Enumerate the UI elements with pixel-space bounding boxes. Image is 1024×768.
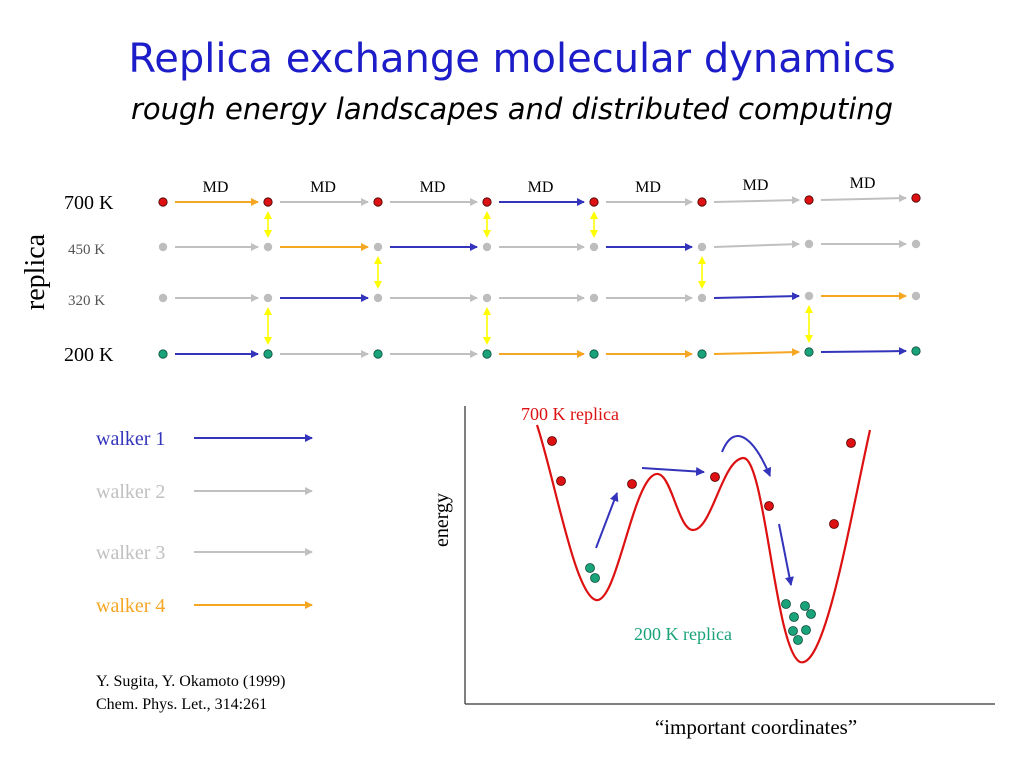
replica-axis-label: replica	[20, 233, 51, 310]
cold-point	[793, 635, 803, 645]
temperature-label: 320 K	[68, 293, 105, 309]
hot-point	[710, 472, 720, 482]
citation-line-1: Y. Sugita, Y. Okamoto (1999)	[96, 673, 285, 690]
md-arrow-walker2	[713, 240, 800, 249]
replica-dot	[911, 239, 921, 249]
slide-title: Replica exchange molecular dynamics	[128, 36, 896, 82]
md-step-label: MD	[850, 175, 876, 192]
replica-dot	[589, 293, 599, 303]
md-arrow-walker1	[713, 292, 800, 301]
replica-dot	[158, 242, 168, 252]
md-step-label: MD	[743, 177, 769, 194]
cold-replica-dot	[697, 349, 707, 359]
hot-replica-dot	[373, 197, 383, 207]
transition-arrow	[595, 492, 619, 549]
replica-dot	[263, 293, 273, 303]
cold-replica-dot	[263, 349, 273, 359]
replica-dot	[589, 242, 599, 252]
replica-dot	[373, 293, 383, 303]
energy-landscape: energy “important coordinates” 700 K rep…	[431, 404, 995, 739]
replica-dot	[804, 239, 814, 249]
transition-arrow	[641, 466, 705, 476]
md-step-label: MD	[635, 179, 661, 196]
md-step-label: MD	[310, 179, 336, 196]
legend-label-walker-3: walker 3	[96, 542, 165, 564]
replica-dot	[697, 293, 707, 303]
hot-point	[547, 436, 557, 446]
cold-point	[789, 612, 799, 622]
hot-replica-dot	[804, 195, 814, 205]
slide-subtitle: rough energy landscapes and distributed …	[130, 92, 894, 126]
cold-point	[585, 563, 595, 573]
energy-curve	[535, 424, 872, 664]
hot-replica-dot	[589, 197, 599, 207]
replica-grid: 700 K 450 K 320 K 200 K MD MD MD MD MD MD MD	[64, 175, 921, 366]
cold-replica-dot	[373, 349, 383, 359]
coordinates-axis-label: “important coordinates”	[655, 715, 857, 739]
landscape-transition-arrows	[595, 435, 794, 586]
replica-dot	[911, 291, 921, 301]
temperature-label: 700 K	[64, 192, 114, 214]
cold-point	[806, 609, 816, 619]
transition-arrow	[778, 523, 794, 586]
energy-axis-label: energy	[431, 493, 453, 547]
hot-point	[556, 476, 566, 486]
replica-dot	[482, 242, 492, 252]
hot-point	[829, 519, 839, 529]
hot-point	[846, 438, 856, 448]
temperature-label: 450 K	[68, 242, 105, 258]
hot-replica-dot	[697, 197, 707, 207]
md-arrow-walker1	[820, 347, 907, 356]
hot-replica-dot	[263, 197, 273, 207]
cold-point	[788, 626, 798, 636]
md-arrow-walker2	[713, 196, 800, 205]
legend-label-walker-2: walker 2	[96, 481, 165, 503]
hot-replica-dot	[482, 197, 492, 207]
walker-legend: walker 1 walker 2 walker 3 walker 4	[96, 428, 313, 617]
md-step-label: MD	[420, 179, 446, 196]
cold-replica-dot	[804, 347, 814, 357]
replica-dot	[373, 242, 383, 252]
hot-replica-dot	[158, 197, 168, 207]
cold-point	[801, 625, 811, 635]
cold-replica-dot	[158, 349, 168, 359]
hot-replica-dot	[911, 193, 921, 203]
md-arrow-walker2	[820, 194, 907, 203]
cold-replica-points	[585, 563, 816, 645]
cold-point	[781, 599, 791, 609]
cold-replica-label: 200 K replica	[634, 624, 732, 644]
md-arrow-walker4	[713, 348, 800, 357]
legend-label-walker-4: walker 4	[96, 595, 165, 617]
cold-replica-dot	[589, 349, 599, 359]
hot-point	[627, 479, 637, 489]
citation-line-2: Chem. Phys. Let., 314:261	[96, 696, 267, 713]
hot-replica-label: 700 K replica	[521, 404, 619, 424]
legend-label-walker-1: walker 1	[96, 428, 165, 450]
temperature-label: 200 K	[64, 344, 114, 366]
transition-arrow	[721, 435, 772, 477]
replica-dot	[158, 293, 168, 303]
hot-point	[764, 501, 774, 511]
md-step-label: MD	[203, 179, 229, 196]
replica-dot	[804, 291, 814, 301]
cold-point	[800, 601, 810, 611]
cold-replica-dot	[482, 349, 492, 359]
cold-point	[590, 573, 600, 583]
md-step-label: MD	[528, 179, 554, 196]
replica-dot	[697, 242, 707, 252]
replica-dot	[263, 242, 273, 252]
replica-dot	[482, 293, 492, 303]
cold-replica-dot	[911, 346, 921, 356]
hot-replica-points	[547, 436, 856, 529]
